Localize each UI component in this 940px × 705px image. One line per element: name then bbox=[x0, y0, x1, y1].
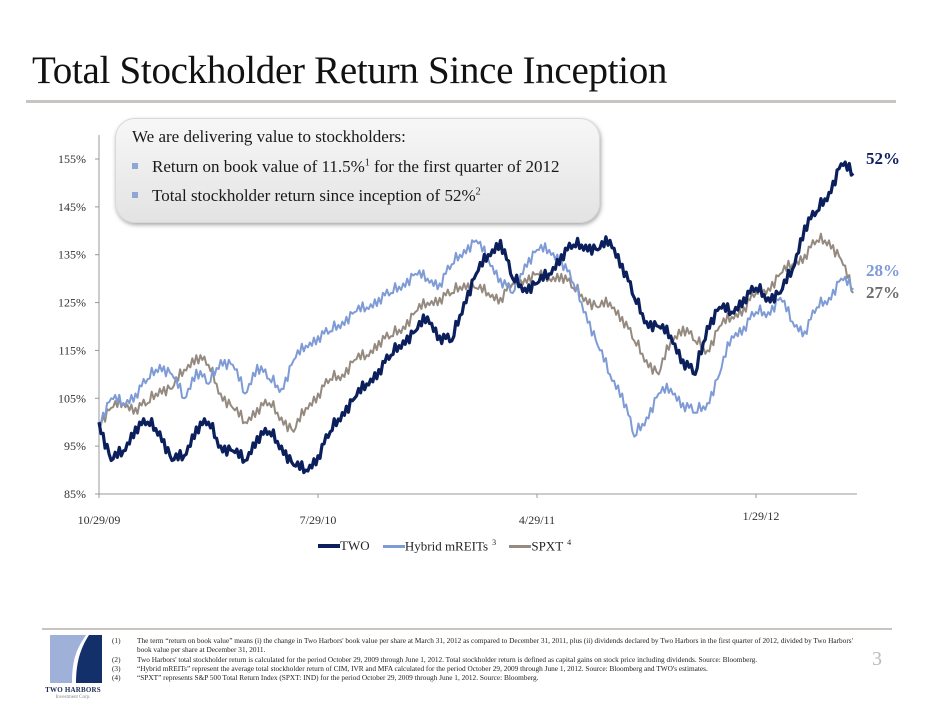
series-line-hybrid-mreits bbox=[98, 239, 854, 438]
callout-bullet: Return on book value of 11.5%1 for the f… bbox=[132, 157, 560, 177]
x-tick-label: 1/29/12 bbox=[743, 509, 780, 523]
series-line-spxt bbox=[98, 232, 855, 433]
y-tick-label: 105% bbox=[58, 391, 86, 405]
legend-item-spxt: SPXT 4 bbox=[509, 538, 571, 554]
chart-lines bbox=[97, 160, 855, 475]
y-tick-label: 115% bbox=[58, 343, 86, 357]
x-tick-label: 10/29/09 bbox=[78, 513, 121, 527]
logo-name: TWO HARBORS bbox=[45, 686, 101, 694]
legend-swatch bbox=[318, 544, 340, 549]
logo-subtitle: Investment Corp. bbox=[55, 695, 91, 700]
y-tick-label: 95% bbox=[64, 439, 86, 453]
footnote: (3) “Hybrid mREITs” represent the average… bbox=[112, 663, 708, 673]
y-tick-label: 135% bbox=[58, 248, 86, 262]
page-number: 3 bbox=[872, 648, 882, 670]
legend-swatch bbox=[509, 544, 532, 548]
footnote: (1) The term “return on book value” means… bbox=[112, 636, 853, 655]
title-divider bbox=[26, 100, 896, 103]
slide-title: Total Stockholder Return Since Inception bbox=[32, 49, 668, 92]
legend-item-two: TWO bbox=[318, 538, 370, 554]
y-tick-label: 145% bbox=[58, 200, 86, 214]
x-tick-label: 4/29/11 bbox=[519, 513, 555, 527]
x-tick-label: 7/29/10 bbox=[300, 513, 337, 527]
footnote: (4) “SPXT” represents S&P 500 Total Retur… bbox=[112, 673, 539, 683]
y-tick-label: 125% bbox=[58, 296, 86, 310]
end-label-hybrid-mreits: 28% bbox=[866, 261, 900, 280]
two-harbors-logo: TWO HARBORS Investment Corp. bbox=[42, 633, 104, 703]
footer-divider bbox=[42, 628, 892, 630]
y-tick-label: 85% bbox=[64, 487, 86, 501]
end-label-spxt: 27% bbox=[866, 283, 900, 302]
end-label-two: 52% bbox=[866, 149, 900, 168]
legend-swatch bbox=[382, 544, 405, 548]
total-return-chart: 85% 95% 105% 115% 125% 135% 145% 155% 10/29/09 7/… bbox=[58, 135, 857, 527]
bullet-square-icon bbox=[132, 192, 138, 199]
logo-mark-icon bbox=[50, 635, 102, 683]
bullet-square-icon bbox=[132, 163, 138, 170]
footnotes: (1) The term “return on book value” means… bbox=[112, 636, 857, 682]
chart-axes: 85% 95% 105% 115% 125% 135% 145% 155% 10/29/09 7/… bbox=[58, 135, 857, 527]
series-line-two bbox=[97, 160, 855, 475]
callout-box: We are delivering value to stockholders:… bbox=[115, 118, 600, 223]
footnote: (2) Two Harbors' total stockholder return… bbox=[112, 654, 758, 664]
y-tick-label: 155% bbox=[58, 152, 86, 166]
callout-heading: We are delivering value to stockholders: bbox=[132, 127, 406, 146]
callout-bullet: Total stockholder return since inception… bbox=[132, 186, 481, 206]
chart-legend: TWO Hybrid mREITs 3 SPXT 4 bbox=[318, 538, 581, 554]
legend-item-hybrid-mreits: Hybrid mREITs 3 bbox=[382, 538, 496, 554]
